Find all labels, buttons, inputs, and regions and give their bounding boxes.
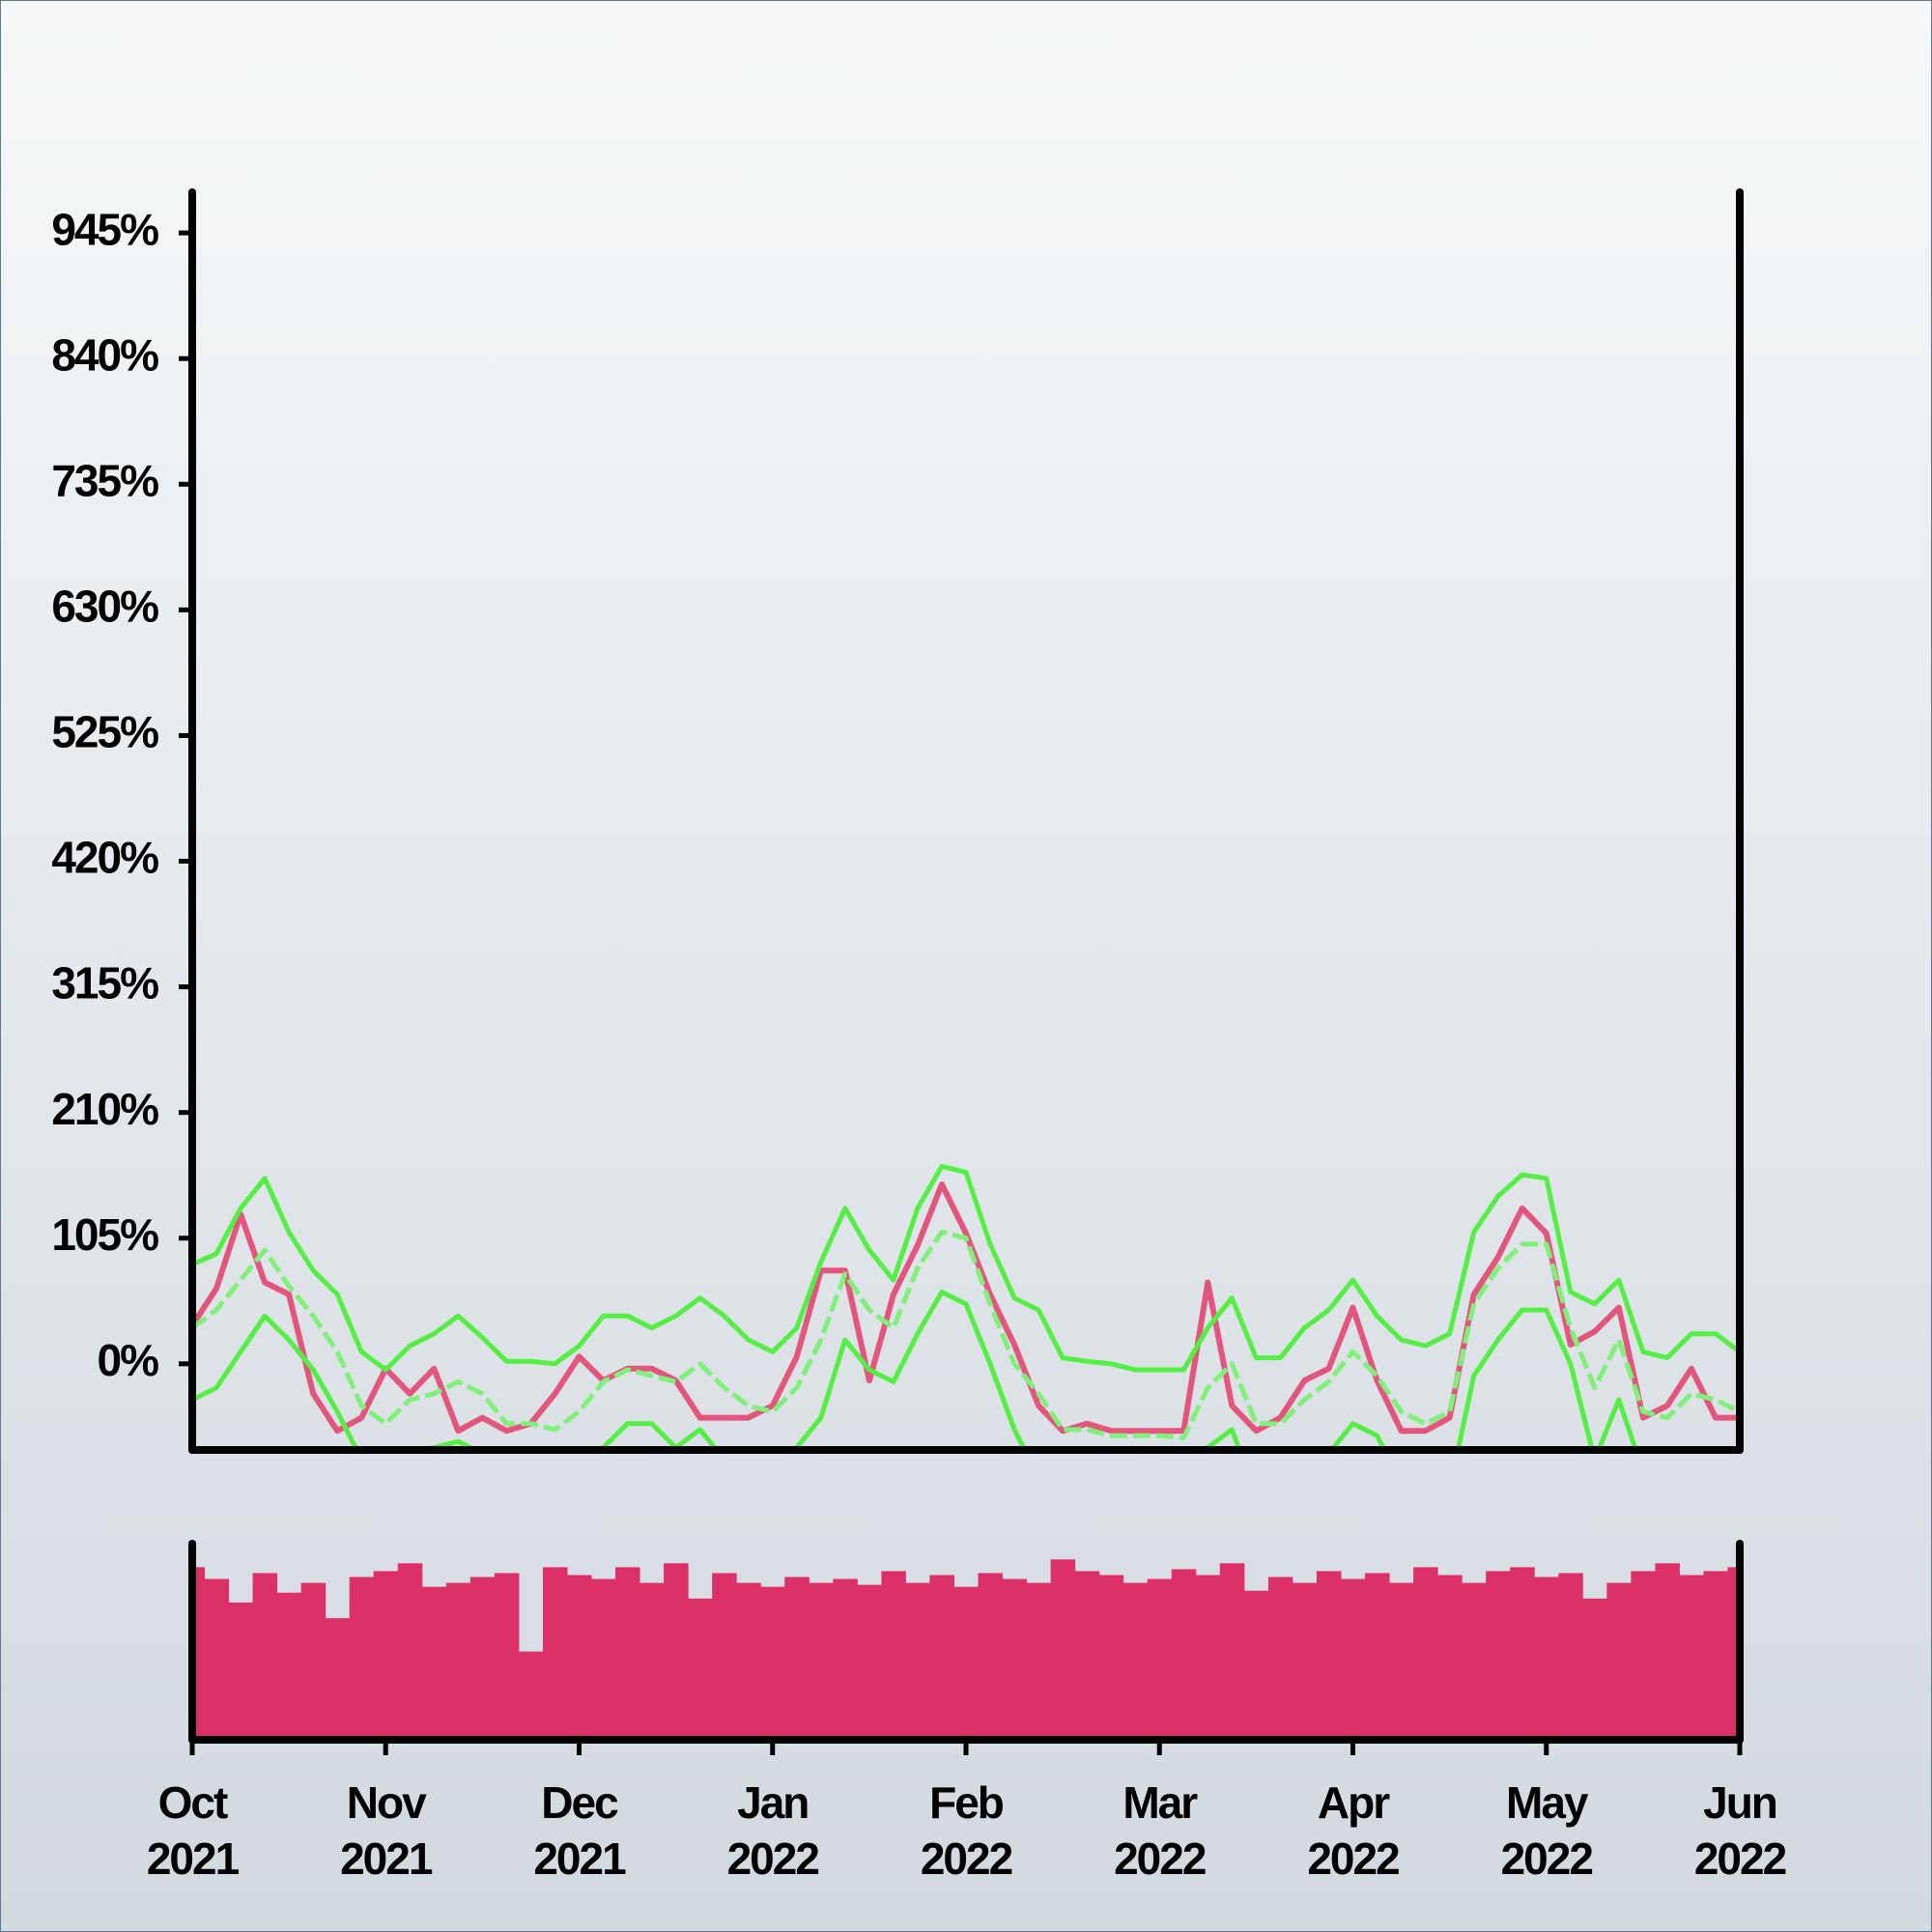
volume-bar (1219, 1563, 1245, 1740)
volume-bar (325, 1618, 351, 1740)
volume-bar (228, 1602, 254, 1740)
x-tick-label: Mar 2022 (1114, 1777, 1207, 1884)
volume-bar (349, 1577, 375, 1740)
volume-bar (1365, 1573, 1390, 1740)
volume-bar (276, 1592, 302, 1740)
volume-bar (1243, 1590, 1269, 1740)
x-tick-label: Feb 2022 (920, 1777, 1013, 1884)
volume-bar (1462, 1582, 1487, 1740)
volume-bar (1558, 1573, 1583, 1740)
volume-bar (1534, 1577, 1559, 1740)
volume-bar (1267, 1577, 1293, 1740)
volume-bar (1582, 1598, 1607, 1740)
volume-bar (1510, 1567, 1535, 1740)
line-series (192, 1163, 1740, 1373)
volume-bar (809, 1582, 834, 1740)
volume-bar (1195, 1575, 1221, 1740)
volume-bar (1074, 1571, 1100, 1740)
volume-bar (1122, 1582, 1149, 1740)
volume-bar (760, 1586, 785, 1740)
volume-bar (929, 1575, 954, 1740)
y-tick-label: 525% (51, 707, 158, 757)
volume-bar (688, 1598, 713, 1740)
x-tick-label: Apr 2022 (1307, 1777, 1400, 1884)
volume-bar (1316, 1571, 1342, 1740)
y-tick-label: 945% (51, 204, 158, 254)
volume-bar (1703, 1571, 1728, 1740)
volume-bar (1413, 1567, 1438, 1740)
y-tick-label: 315% (51, 958, 158, 1009)
volume-bar (639, 1582, 665, 1740)
volume-bar (542, 1567, 568, 1740)
volume-bar (978, 1573, 1004, 1740)
y-tick-label: 840% (51, 329, 158, 380)
volume-bar (1147, 1578, 1173, 1740)
x-tick-label: Jan 2022 (726, 1777, 820, 1884)
y-tick-label: 0% (98, 1335, 159, 1385)
volume-bar (1171, 1569, 1197, 1740)
volume-bar (1340, 1578, 1366, 1740)
volume-bar (1050, 1559, 1076, 1740)
y-tick-label: 735% (51, 455, 158, 505)
line-series (192, 1290, 1639, 1450)
volume-bar (204, 1578, 230, 1740)
volume-bar (953, 1586, 980, 1740)
volume-bar (1389, 1582, 1414, 1740)
x-tick-label: Nov 2021 (340, 1777, 433, 1884)
volume-bar (1437, 1575, 1463, 1740)
volume-bar (1679, 1575, 1704, 1740)
volume-bar (445, 1582, 471, 1740)
volume-bar (615, 1567, 640, 1740)
volume-bar (736, 1582, 761, 1740)
x-tick-label: May 2022 (1500, 1777, 1594, 1884)
volume-bar (881, 1571, 906, 1740)
volume-bar (1606, 1582, 1632, 1740)
volume-bar (252, 1573, 278, 1740)
volume-bar (469, 1577, 496, 1740)
line-series (192, 1230, 1740, 1441)
x-tick-label: Oct 2021 (146, 1777, 240, 1884)
volume-bar (566, 1575, 592, 1740)
volume-bar (373, 1571, 399, 1740)
y-tick-label: 630% (51, 582, 158, 632)
volume-bar (857, 1584, 882, 1740)
volume-bar (1026, 1582, 1052, 1740)
line-series (192, 1181, 1740, 1435)
volume-bar (494, 1573, 520, 1740)
volume-bar (518, 1651, 544, 1740)
y-tick-label: 420% (51, 833, 158, 883)
volume-bar (1655, 1563, 1680, 1740)
volume-bar (1002, 1578, 1028, 1740)
volume-bar (397, 1563, 423, 1740)
volume-bar (784, 1577, 810, 1740)
volume-bar (712, 1573, 737, 1740)
volume-bar (664, 1563, 689, 1740)
volume-bar (1486, 1571, 1511, 1740)
volume-bar (1292, 1582, 1318, 1740)
y-tick-label: 105% (51, 1209, 158, 1260)
volume-bar (833, 1578, 858, 1740)
volume-bar (1631, 1571, 1656, 1740)
volume-bar (421, 1586, 447, 1740)
y-tick-label: 210% (51, 1084, 158, 1134)
x-tick-label: Jun 2022 (1693, 1777, 1787, 1884)
x-tick-label: Dec 2021 (533, 1777, 626, 1884)
volume-bar (1098, 1575, 1124, 1740)
volume-bar (905, 1582, 930, 1740)
volume-bar (300, 1582, 327, 1740)
volume-bar (591, 1578, 616, 1740)
